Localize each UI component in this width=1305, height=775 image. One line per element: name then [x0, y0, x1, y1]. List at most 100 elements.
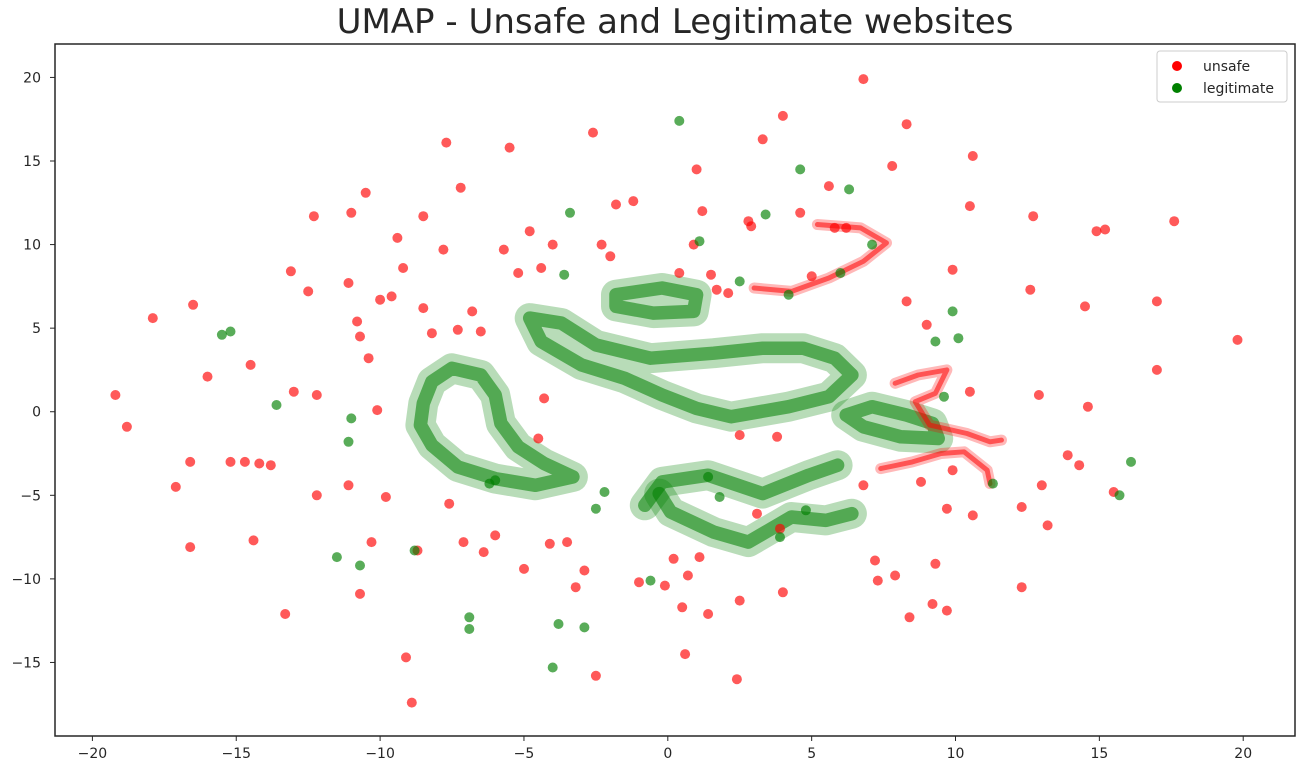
point-legitimate-38	[1114, 490, 1125, 501]
point-unsafe-26	[355, 588, 365, 599]
point-legitimate-35	[947, 306, 958, 317]
point-unsafe-54	[513, 268, 524, 278]
y-tick-label: 0	[32, 405, 41, 421]
point-legitimate-4	[343, 436, 354, 447]
point-unsafe-0	[110, 390, 121, 400]
point-unsafe-94	[775, 523, 785, 534]
point-unsafe-35	[398, 263, 409, 273]
point-unsafe-99	[823, 181, 834, 192]
point-unsafe-34	[392, 232, 403, 243]
point-unsafe-98	[806, 271, 817, 282]
point-unsafe-55	[519, 563, 529, 574]
point-unsafe-51	[490, 530, 501, 541]
point-legitimate-3	[331, 552, 342, 563]
point-unsafe-110	[904, 612, 915, 623]
point-unsafe-103	[858, 480, 869, 491]
point-unsafe-76	[680, 649, 691, 660]
x-tick-label: 5	[807, 746, 816, 762]
point-unsafe-27	[360, 187, 371, 198]
point-unsafe-121	[967, 510, 978, 521]
point-unsafe-42	[438, 244, 449, 255]
cluster-core-legitimate-2	[609, 281, 704, 320]
legend: unsafe legitimate	[1156, 50, 1288, 103]
point-unsafe-6	[188, 299, 199, 310]
point-unsafe-81	[697, 206, 708, 217]
point-unsafe-60	[544, 538, 555, 549]
cluster-core-legitimate-3	[839, 399, 945, 446]
point-unsafe-39	[418, 211, 429, 222]
point-unsafe-53	[504, 142, 515, 153]
point-unsafe-84	[711, 284, 722, 295]
legend-label-unsafe: unsafe	[1203, 59, 1250, 75]
point-unsafe-97	[795, 207, 806, 218]
y-axis-ticks: 20 15 10 5 0 −5 −10 −15	[11, 70, 55, 671]
point-unsafe-88	[734, 430, 745, 441]
point-unsafe-119	[964, 201, 975, 212]
point-unsafe-15	[285, 266, 296, 277]
point-unsafe-7	[202, 371, 213, 382]
point-unsafe-10	[245, 359, 256, 370]
point-unsafe-138	[1151, 296, 1162, 307]
point-legitimate-21	[694, 236, 705, 247]
cluster-core-legitimate-1	[522, 311, 859, 424]
point-unsafe-139	[1169, 216, 1180, 227]
point-legitimate-1	[225, 326, 236, 337]
scatter-points	[110, 74, 1243, 708]
point-unsafe-41	[426, 328, 437, 339]
point-legitimate-26	[775, 532, 785, 543]
point-unsafe-83	[706, 269, 716, 280]
point-unsafe-133	[1082, 401, 1093, 412]
legend-label-legitimate: legitimate	[1203, 81, 1274, 97]
point-unsafe-4	[185, 456, 196, 467]
point-unsafe-32	[380, 492, 391, 502]
point-legitimate-7	[409, 545, 420, 556]
point-unsafe-134	[1091, 226, 1102, 237]
point-legitimate-11	[490, 475, 501, 486]
point-unsafe-14	[280, 609, 291, 619]
point-unsafe-116	[941, 605, 952, 616]
point-legitimate-23	[714, 492, 725, 502]
chart-title: UMAP - Unsafe and Legitimate websites	[336, 2, 1014, 42]
point-unsafe-111	[916, 476, 926, 487]
x-tick-label: 10	[947, 746, 965, 762]
x-tick-label: −10	[365, 746, 395, 762]
point-unsafe-126	[1028, 211, 1039, 222]
point-unsafe-25	[355, 331, 365, 342]
cluster-core-unsafe-8	[878, 449, 993, 487]
point-unsafe-37	[406, 697, 417, 708]
point-unsafe-106	[887, 161, 898, 171]
point-unsafe-124	[1016, 582, 1027, 593]
point-legitimate-29	[800, 505, 811, 516]
x-axis-ticks: −20 −15 −10 −5 0 5 10 15 20	[78, 736, 1252, 762]
point-legitimate-15	[565, 207, 575, 218]
point-unsafe-2	[147, 313, 158, 324]
point-legitimate-12	[547, 662, 558, 673]
x-tick-label: −15	[221, 746, 251, 762]
y-tick-label: −15	[11, 655, 41, 671]
x-tick-label: 0	[663, 746, 672, 762]
point-legitimate-39	[1126, 456, 1136, 467]
x-tick-label: −5	[514, 746, 535, 762]
point-unsafe-48	[467, 306, 478, 317]
plot-frame	[54, 43, 1296, 737]
point-unsafe-129	[1042, 520, 1053, 531]
point-unsafe-33	[386, 291, 397, 302]
y-tick-label: 15	[23, 154, 41, 170]
point-unsafe-21	[343, 278, 354, 288]
point-legitimate-5	[346, 413, 357, 424]
point-unsafe-93	[772, 431, 783, 442]
point-unsafe-108	[901, 119, 912, 130]
point-unsafe-68	[605, 251, 616, 262]
point-unsafe-43	[441, 137, 452, 148]
point-unsafe-22	[343, 480, 354, 491]
point-unsafe-20	[311, 490, 322, 501]
point-legitimate-36	[953, 333, 964, 344]
point-unsafe-57	[533, 433, 544, 444]
point-unsafe-122	[967, 151, 978, 161]
point-legitimate-18	[599, 487, 610, 497]
point-unsafe-31	[375, 294, 386, 305]
point-legitimate-24	[734, 276, 745, 287]
point-unsafe-114	[930, 558, 941, 569]
point-unsafe-140	[1232, 334, 1243, 345]
point-unsafe-102	[858, 74, 869, 85]
